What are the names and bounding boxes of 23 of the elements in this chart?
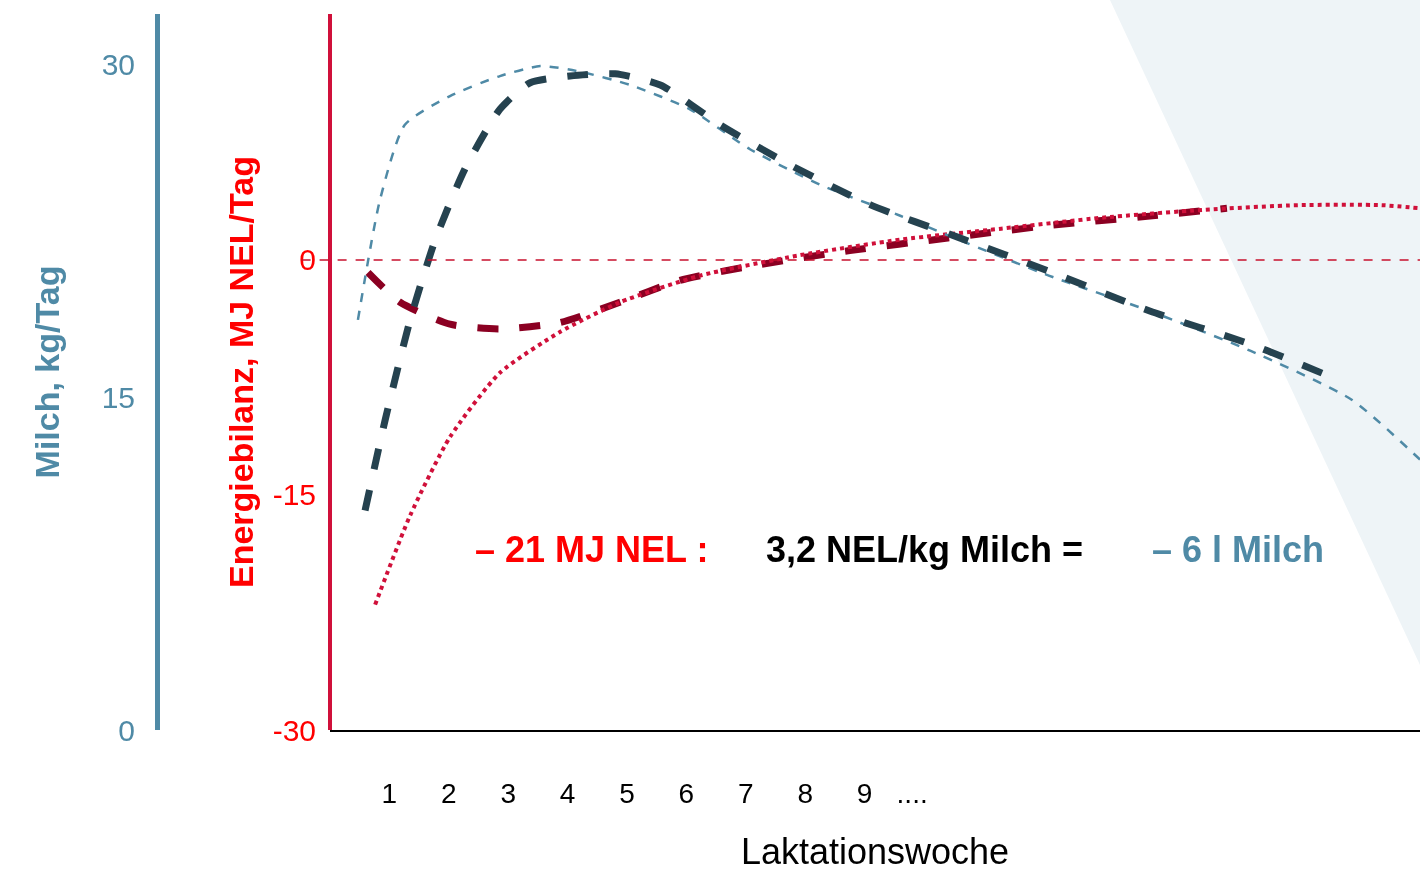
y-tick-label: 0: [299, 243, 316, 277]
y-axis-title: Energiebilanz, MJ NEL/Tag: [221, 156, 260, 588]
x-tick-label: 9: [856, 778, 873, 810]
y2-axis-title: Milch, kg/Tag: [28, 265, 67, 479]
x-axis-title: Laktationswoche: [740, 830, 1010, 872]
x-tick-label: 1: [381, 778, 398, 810]
line-series: [356, 64, 1420, 461]
x-tick-label: 3: [500, 778, 516, 810]
x-tick-label: 2: [441, 778, 457, 810]
y2-tick-label: 30: [101, 48, 135, 82]
annotation: – 21 MJ NEL :: [475, 529, 709, 570]
y2-tick-label: 0: [118, 713, 135, 747]
y-tick-label: -30: [272, 713, 316, 747]
y-tick-label: -15: [272, 478, 316, 512]
annotation: 3,2 NEL/kg Milch =: [766, 529, 1084, 570]
x-tick-label: 6: [678, 778, 695, 810]
annotation: – 6 l Milch: [1152, 529, 1325, 570]
x-tick-label: ....: [896, 778, 928, 810]
y2-tick-label: 15: [101, 380, 135, 414]
x-tick-label: 4: [559, 778, 576, 810]
x-tick-label: 8: [797, 778, 813, 810]
x-tick-label: 7: [738, 778, 754, 810]
x-tick-label: 5: [619, 778, 635, 810]
